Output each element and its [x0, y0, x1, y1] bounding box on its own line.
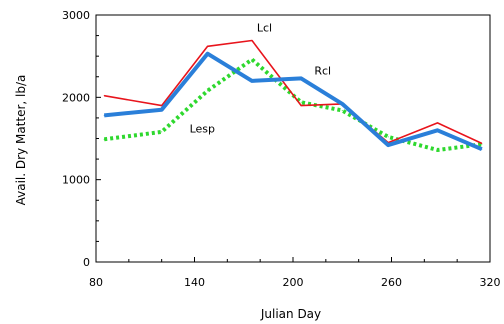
data-point-lcl-0	[103, 95, 105, 97]
x-tick-label: 200	[283, 276, 304, 289]
series-line-rcl	[104, 51, 483, 152]
data-point-lesp-3	[251, 58, 253, 60]
x-axis-title: Julian Day	[260, 307, 321, 321]
series-label-lesp: Lesp	[190, 123, 215, 136]
data-point-lcl-2	[207, 45, 209, 47]
data-point-lcl-1	[161, 105, 163, 107]
data-point-rcl-5	[341, 103, 343, 105]
x-tick-label: 80	[89, 276, 103, 289]
plot-area	[95, 14, 491, 263]
data-point-rcl-6	[387, 144, 389, 146]
data-point-rcl-0	[103, 114, 105, 116]
plot-frame	[95, 14, 491, 263]
x-tick-label: 260	[381, 276, 402, 289]
y-tick-label: 2000	[62, 91, 90, 104]
series-layer	[103, 39, 483, 152]
data-point-lesp-4	[300, 101, 302, 103]
data-point-rcl-4	[300, 77, 302, 79]
series-label-lcl: Lcl	[257, 21, 272, 34]
x-tick-label: 320	[480, 276, 501, 289]
data-point-lcl-8	[481, 142, 483, 144]
data-point-rcl-3	[251, 80, 253, 82]
x-tick-label: 140	[184, 276, 205, 289]
data-point-rcl-2	[207, 53, 209, 55]
data-point-lesp-0	[103, 138, 105, 140]
y-tick-label: 3000	[62, 9, 90, 22]
data-point-lcl-4	[300, 105, 302, 107]
data-point-rcl-7	[436, 129, 438, 131]
tick-layer: 0 1000 2000 3000 80 140 200 260 320	[62, 9, 501, 289]
y-tick-label: 1000	[62, 174, 90, 187]
data-point-lesp-7	[436, 149, 438, 151]
data-point-lesp-6	[387, 136, 389, 138]
series-line-lcl	[104, 39, 483, 145]
data-point-lcl-3	[251, 40, 253, 42]
data-point-lesp-5	[341, 110, 343, 112]
data-point-rcl-1	[161, 109, 163, 111]
data-point-lcl-7	[436, 122, 438, 124]
data-point-lesp-1	[161, 131, 163, 133]
y-axis-title: Avail. Dry Matter, lb/a	[14, 75, 28, 206]
data-point-rcl-8	[481, 148, 483, 150]
series-label-rcl: Rcl	[314, 64, 331, 77]
series-line-lesp	[103, 57, 483, 152]
data-point-lesp-2	[207, 90, 209, 92]
y-tick-label: 0	[83, 256, 90, 269]
annotation-layer: Lcl Rcl Lesp	[190, 21, 332, 135]
data-point-lesp-8	[481, 143, 483, 145]
